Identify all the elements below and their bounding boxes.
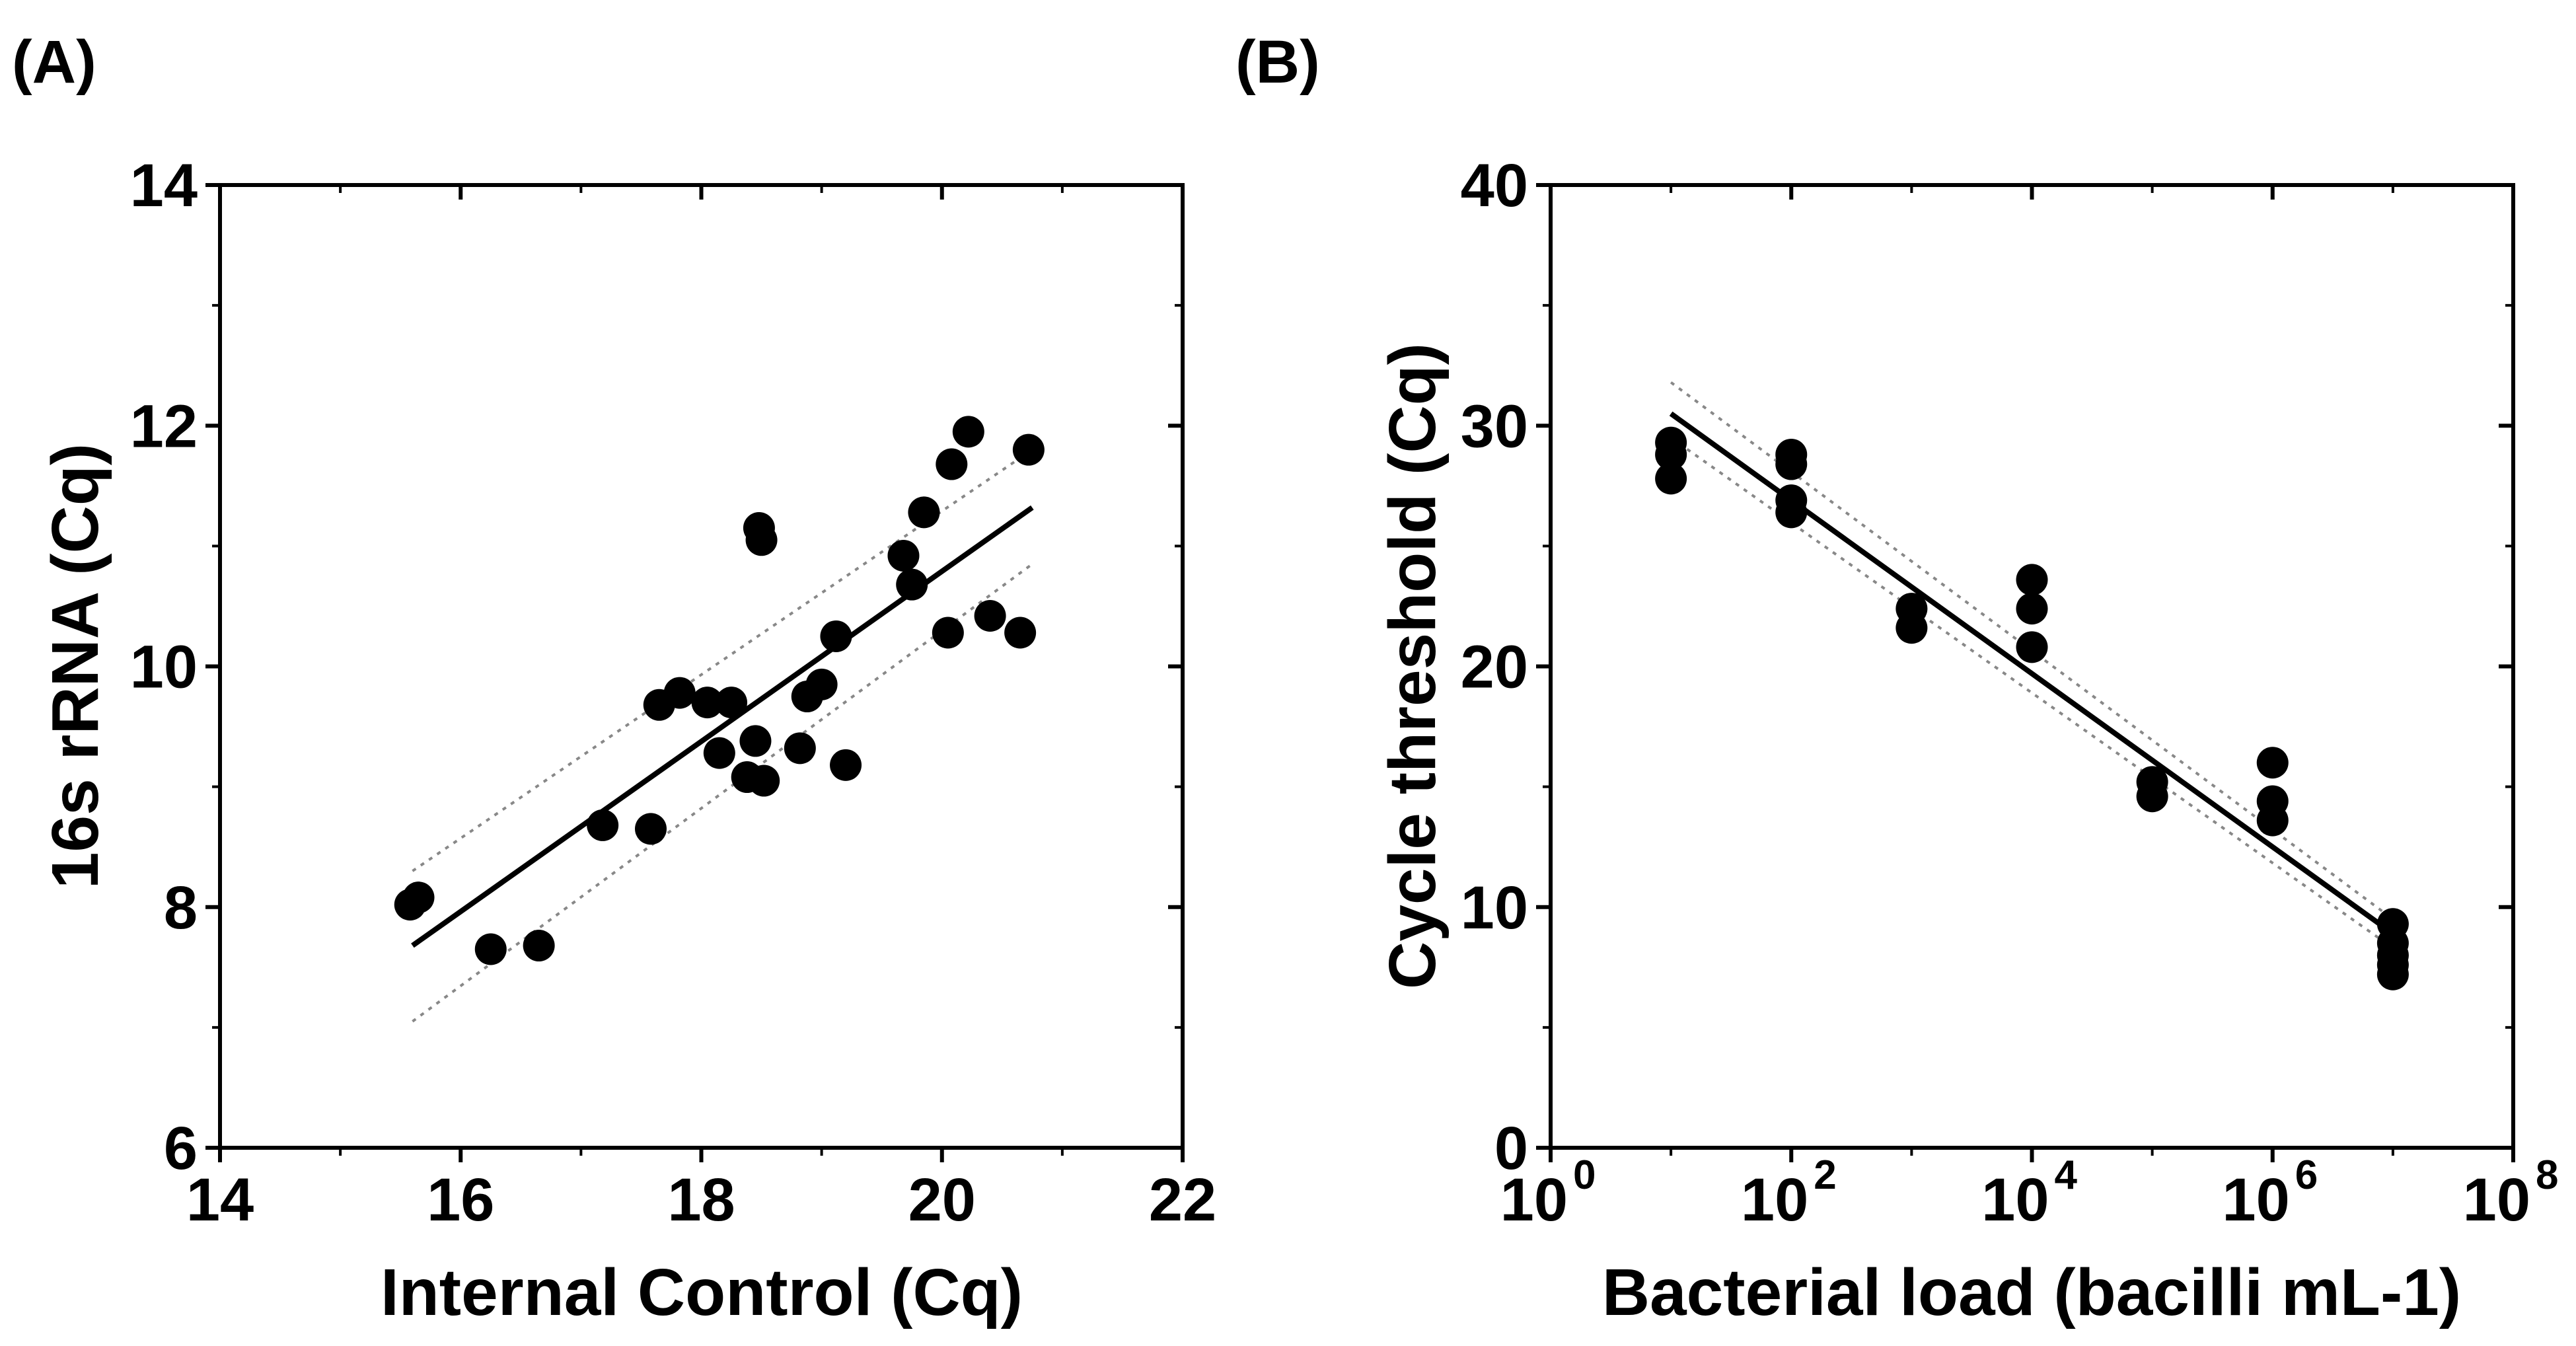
panel-a-y-axis-label: 16s rRNA (Cq) <box>38 443 112 889</box>
a-fit-line <box>411 505 1034 948</box>
a-point-14 <box>745 524 778 556</box>
b-y-tick-label-0: 0 <box>1494 1115 1528 1182</box>
panel-a-chart: (A) 14 16 18 20 22 6 8 10 12 14 Internal Control… <box>12 28 1216 1329</box>
a-point-24 <box>932 617 964 649</box>
b-y-tick-label-1: 10 <box>1461 874 1528 942</box>
a-x-tick-label-4: 22 <box>1149 1166 1216 1234</box>
b-x-tick-label-base-0: 10 <box>1500 1166 1568 1234</box>
b-point-13 <box>2136 766 2168 798</box>
b-x-tick-label-base-2: 10 <box>1981 1166 2049 1234</box>
panel-a-confidence-band <box>412 449 1033 1023</box>
panel-b-y-axis-label: Cycle threshold (Cq) <box>1376 343 1450 989</box>
b-x-tick-label-base-4: 10 <box>2463 1166 2530 1234</box>
panel-a-y-tick-labels: 6 8 10 12 14 <box>130 152 198 1182</box>
a-point-16 <box>784 732 816 765</box>
a-point-12 <box>739 725 772 757</box>
b-x-tick-label-1: 10 2 <box>1741 1152 1837 1234</box>
a-point-29 <box>1012 433 1045 466</box>
b-point-21 <box>2376 908 2409 940</box>
b-point-15 <box>2256 785 2289 817</box>
a-point-26 <box>952 416 984 448</box>
b-point-16 <box>2256 747 2289 779</box>
b-point-10 <box>2016 593 2048 625</box>
b-x-tick-label-exp-1: 2 <box>1814 1152 1836 1198</box>
a-x-tick-label-2: 18 <box>667 1166 735 1234</box>
a-point-20 <box>830 749 862 781</box>
a-point-3 <box>523 930 555 962</box>
a-point-9 <box>703 737 735 769</box>
panel-a-ticks <box>205 183 1185 1162</box>
b-x-tick-label-exp-0: 0 <box>1573 1152 1596 1198</box>
b-y-tick-label-3: 30 <box>1461 393 1528 460</box>
a-point-22 <box>896 568 928 601</box>
panel-b-x-tick-labels: 10 0 10 2 10 4 10 6 10 8 <box>1500 1152 2559 1234</box>
a-point-10 <box>716 687 748 719</box>
b-x-tick-label-0: 10 0 <box>1500 1152 1596 1234</box>
b-x-tick-label-base-1: 10 <box>1741 1166 1808 1234</box>
a-point-27 <box>974 600 1006 632</box>
panel-b-label: (B) <box>1235 28 1320 96</box>
b-x-tick-label-base-3: 10 <box>2222 1166 2289 1234</box>
a-point-1 <box>402 881 435 914</box>
b-x-tick-label-3: 10 6 <box>2222 1152 2318 1234</box>
b-y-tick-label-4: 40 <box>1461 152 1528 219</box>
panel-a-fit-line-group <box>411 505 1034 948</box>
b-x-tick-label-exp-2: 4 <box>2055 1152 2078 1198</box>
b-point-11 <box>2016 564 2048 596</box>
b-point-6 <box>1775 438 1808 470</box>
a-x-tick-label-1: 16 <box>427 1166 494 1234</box>
panel-a-plot-frame <box>218 183 1185 1150</box>
a-y-tick-label-1: 8 <box>164 874 198 942</box>
a-y-tick-label-0: 6 <box>164 1115 198 1182</box>
panel-a-x-axis-label: Internal Control (Cq) <box>381 1255 1023 1329</box>
panel-b-ticks <box>1536 183 2515 1162</box>
b-point-4 <box>1775 484 1808 517</box>
b-point-2 <box>1655 426 1687 459</box>
b-x-tick-label-2: 10 4 <box>1981 1152 2077 1234</box>
panel-b-points <box>1655 426 2409 991</box>
a-point-23 <box>908 496 940 529</box>
a-point-8 <box>691 687 723 719</box>
panel-a-label: (A) <box>12 28 96 96</box>
a-point-4 <box>587 809 619 841</box>
panel-a-points <box>394 416 1045 965</box>
a-point-5 <box>635 813 667 845</box>
b-x-tick-label-exp-3: 6 <box>2295 1152 2318 1198</box>
b-point-9 <box>2016 631 2048 663</box>
a-point-19 <box>820 620 852 652</box>
a-point-15 <box>748 765 780 797</box>
panel-a-x-tick-labels: 14 16 18 20 22 <box>186 1166 1216 1234</box>
panel-b-plot-frame <box>1549 183 2515 1150</box>
a-x-tick-label-3: 20 <box>908 1166 976 1234</box>
a-x-tick-label-0: 14 <box>186 1166 254 1234</box>
a-point-25 <box>936 448 968 480</box>
b-y-tick-label-2: 20 <box>1461 634 1528 701</box>
b-point-8 <box>1895 593 1928 625</box>
a-point-18 <box>805 668 838 700</box>
panel-b-y-tick-labels: 0 10 20 30 40 <box>1461 152 1528 1182</box>
b-x-tick-label-4: 10 8 <box>2463 1152 2559 1234</box>
a-point-28 <box>1004 617 1037 649</box>
a-point-2 <box>474 933 507 965</box>
b-x-tick-label-exp-4: 8 <box>2536 1152 2558 1198</box>
a-point-21 <box>887 539 920 572</box>
b-point-0 <box>1655 463 1687 495</box>
a-point-7 <box>663 677 696 709</box>
a-y-tick-label-3: 12 <box>130 393 198 460</box>
a-y-tick-label-4: 14 <box>130 152 198 219</box>
a-y-tick-label-2: 10 <box>130 634 198 701</box>
b-ci-lower-line <box>1670 436 2394 950</box>
panel-b-x-axis-label: Bacterial load (bacilli mL-1) <box>1602 1255 2461 1329</box>
